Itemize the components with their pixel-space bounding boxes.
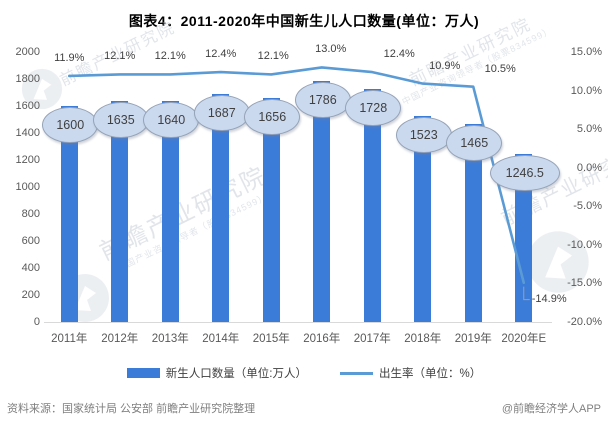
y-axis-tick-right: 10.0%	[570, 84, 602, 97]
x-axis-label: 2014年	[202, 333, 240, 345]
legend-bar-label: 新生人口数量（单位:万人）	[165, 368, 307, 380]
y-axis-tick-left: 1000	[15, 181, 40, 193]
legend-line-label: 出生率（单位：%）	[378, 368, 482, 380]
legend-item-line: 出生率（单位：%）	[339, 365, 482, 381]
credit-text: @前瞻经济学人APP	[501, 403, 601, 415]
bar-value-label-5: 1656	[244, 99, 301, 136]
rate-label-1: 11.9%	[54, 51, 85, 64]
y-axis-tick-right: -10.0%	[567, 238, 602, 251]
x-axis-label: 2017年	[353, 333, 391, 345]
y-axis-tick-left: 0	[33, 316, 40, 328]
x-axis-label: 2019年	[454, 333, 492, 345]
y-axis-tick-left: 600	[21, 235, 40, 247]
rate-label-6: 13.0%	[315, 43, 347, 56]
rate-label-8: 10.9%	[429, 59, 461, 72]
x-axis-label: 2016年	[303, 333, 341, 345]
y-axis-tick-left: 400	[21, 262, 40, 274]
bar-value-label-8: 1523	[395, 117, 452, 154]
y-axis-tick-right: 15.0%	[570, 46, 602, 58]
rate-label-5: 12.1%	[257, 50, 289, 63]
bar-value-label-9: 1465	[446, 125, 503, 162]
bar-value-label-10: 1246.5	[489, 154, 560, 191]
y-axis-tick-left: 800	[21, 208, 40, 220]
bar-value-label-6: 1786	[294, 81, 351, 118]
rate-label-4: 12.4%	[205, 48, 237, 61]
x-axis-label: 2015年	[252, 333, 290, 345]
bar-value-label-1: 1600	[42, 107, 99, 143]
x-axis-line	[44, 322, 552, 323]
y-axis-tick-left: 2000	[15, 46, 40, 58]
bar-value-label-3: 1640	[143, 101, 200, 138]
y-axis-tick-left: 1200	[15, 154, 40, 166]
y-axis-tick-left: 200	[21, 289, 40, 301]
legend-bar-swatch-icon	[126, 368, 160, 378]
y-axis-tick-right: -5.0%	[573, 200, 602, 213]
footer: 资料来源：国家统计局 公安部 前瞻产业研究院整理 @前瞻经济学人APP	[0, 400, 608, 416]
y-axis-tick-right: -15.0%	[567, 277, 602, 290]
x-axis-label: 2020年E	[501, 333, 547, 345]
x-axis-label: 2011年	[51, 333, 88, 345]
y-axis-tick-left: 1400	[15, 127, 40, 139]
legend: 新生人口数量（单位:万人） 出生率（单位：%）	[0, 365, 608, 381]
rate-label-7: 12.4%	[383, 48, 415, 61]
bar-value-label-2: 1635	[92, 102, 149, 139]
legend-item-bar: 新生人口数量（单位:万人）	[126, 365, 307, 381]
bar-value-label-7: 1728	[345, 89, 402, 126]
x-axis-label: 2012年	[101, 333, 139, 345]
chart-title: 图表4：2011-2020年中国新生儿人口数量(单位：万人)	[128, 13, 480, 29]
rate-label-2: 12.1%	[104, 50, 136, 63]
y-axis-tick-right: -20.0%	[567, 316, 602, 328]
rate-label-10: -14.9%	[531, 292, 567, 305]
y-axis-tick-left: 1800	[15, 73, 40, 85]
bar-value-label-4: 1687	[193, 95, 250, 132]
source-text: 资料来源：国家统计局 公安部 前瞻产业研究院整理	[7, 403, 256, 415]
y-axis-tick-right: 0.0%	[576, 161, 602, 174]
x-axis-label: 2013年	[151, 333, 189, 345]
x-axis-label: 2018年	[404, 333, 442, 345]
watermark-sub-text: 中国产业咨询领导者（股票834599）	[115, 191, 269, 274]
legend-line-swatch-icon	[339, 371, 373, 375]
rate-label-9: 10.5%	[484, 62, 516, 75]
y-axis-tick-left: 1600	[15, 100, 40, 112]
y-axis-tick-right: 5.0%	[576, 123, 602, 136]
rate-label-3: 12.1%	[154, 50, 186, 63]
